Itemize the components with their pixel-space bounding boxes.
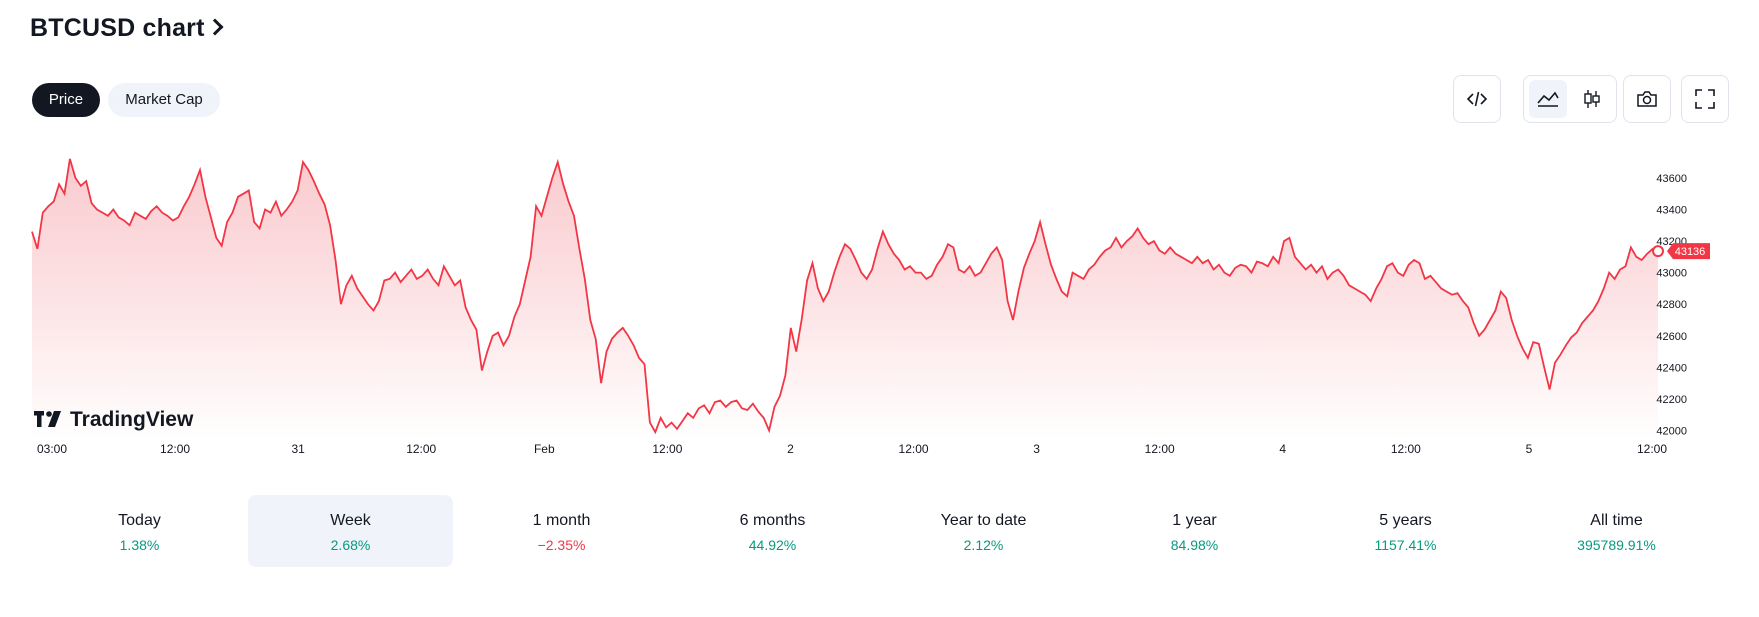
y-axis: 4360043400432004300042800426004240042200… <box>1656 173 1687 438</box>
y-tick-label: 42000 <box>1656 426 1687 438</box>
period-change: 2.12% <box>963 537 1004 553</box>
x-tick-label: 12:00 <box>1391 442 1421 456</box>
x-tick-label: 12:00 <box>652 442 682 456</box>
period-1-month[interactable]: 1 month −2.35% <box>459 495 664 567</box>
price-line <box>31 158 1659 435</box>
page-title-text: BTCUSD chart <box>30 14 205 42</box>
period-change: 1.38% <box>119 537 160 553</box>
period-today[interactable]: Today 1.38% <box>37 495 242 567</box>
x-tick-label: 12:00 <box>406 442 436 456</box>
period-label: 1 year <box>1172 512 1217 529</box>
embed-button[interactable] <box>1453 75 1501 123</box>
period-label: Today <box>118 512 161 529</box>
price-chart[interactable]: 4360043400432004300042800426004240042200… <box>0 140 1759 470</box>
x-axis: 03:00 12:00 31 12:00 Feb 12:00 2 12:00 3 12:00 4 12… <box>37 442 1667 456</box>
last-price-label: 43136 <box>1675 246 1706 258</box>
period-label: Year to date <box>940 512 1027 529</box>
candlestick-icon <box>1584 90 1600 108</box>
y-tick-label: 43600 <box>1656 173 1687 185</box>
camera-icon <box>1637 91 1657 107</box>
period-change: 84.98% <box>1170 537 1219 553</box>
last-price-marker: 43136 <box>1652 243 1710 260</box>
snapshot-button[interactable] <box>1623 75 1671 123</box>
period-change: −2.35% <box>537 537 586 553</box>
tradingview-logo: TradingView <box>34 408 194 431</box>
period-6-months[interactable]: 6 months 44.92% <box>670 495 875 567</box>
period-label: Week <box>330 512 371 529</box>
period-selector: Today 1.38% Week 2.68% 1 month −2.35% 6 months… <box>0 495 1759 567</box>
y-tick-label: 42200 <box>1656 394 1687 406</box>
x-tick-label: 03:00 <box>37 442 67 456</box>
x-tick-label: Feb <box>534 442 555 456</box>
period-all-time[interactable]: All time 395789.91% <box>1514 495 1719 567</box>
x-tick-label: 3 <box>1033 442 1040 456</box>
y-tick-label: 43000 <box>1656 268 1687 280</box>
y-tick-label: 42400 <box>1656 362 1687 374</box>
x-tick-label: 2 <box>787 442 794 456</box>
area-chart-icon <box>1537 91 1559 107</box>
period-change: 2.68% <box>330 537 371 553</box>
x-tick-label: 12:00 <box>160 442 190 456</box>
period-label: All time <box>1590 512 1643 529</box>
fullscreen-button[interactable] <box>1681 75 1729 123</box>
x-tick-label: 4 <box>1279 442 1286 456</box>
tab-price[interactable]: Price <box>32 83 100 117</box>
period-change: 395789.91% <box>1577 537 1656 553</box>
area-chart-button[interactable] <box>1529 80 1567 118</box>
period-1-year[interactable]: 1 year 84.98% <box>1092 495 1297 567</box>
x-tick-label: 12:00 <box>899 442 929 456</box>
fullscreen-icon <box>1695 89 1715 109</box>
period-year-to-date[interactable]: Year to date 2.12% <box>881 495 1086 567</box>
y-tick-label: 42800 <box>1656 299 1687 311</box>
period-5-years[interactable]: 5 years 1157.41% <box>1303 495 1508 567</box>
period-change: 1157.41% <box>1374 537 1437 553</box>
candlestick-button[interactable] <box>1573 80 1611 118</box>
x-tick-label: 5 <box>1526 442 1533 456</box>
last-price-dot <box>1652 245 1664 258</box>
period-label: 1 month <box>532 512 591 529</box>
x-tick-label: 12:00 <box>1637 442 1667 456</box>
x-tick-label: 12:00 <box>1145 442 1175 456</box>
period-week[interactable]: Week 2.68% <box>248 495 453 567</box>
y-tick-label: 43400 <box>1656 204 1687 216</box>
page-title[interactable]: BTCUSD chart <box>30 14 224 43</box>
tradingview-wordmark: TradingView <box>70 408 194 431</box>
y-tick-label: 42600 <box>1656 331 1687 343</box>
period-change: 44.92% <box>748 537 797 553</box>
chart-style-group <box>1523 75 1617 123</box>
period-label: 5 years <box>1379 512 1432 529</box>
code-embed-icon <box>1466 91 1488 107</box>
last-price-tag <box>1667 243 1710 260</box>
chevron-right-icon <box>206 18 224 36</box>
price-area-fill <box>32 158 1658 440</box>
period-label: 6 months <box>739 512 806 529</box>
tab-market-cap[interactable]: Market Cap <box>108 83 220 117</box>
x-tick-label: 31 <box>291 442 305 456</box>
